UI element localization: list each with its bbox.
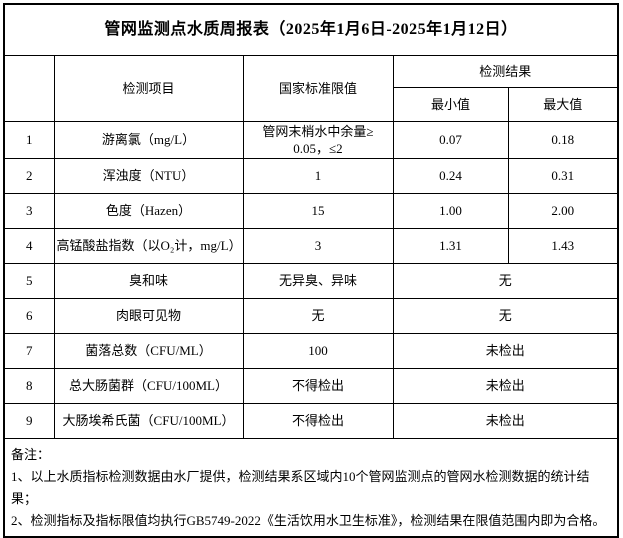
item-name: 臭和味 [53, 262, 244, 299]
row-index: 9 [3, 402, 55, 439]
result-value: 未检出 [392, 332, 619, 369]
standard-limit: 15 [242, 192, 394, 229]
result-value: 未检出 [392, 402, 619, 439]
result-value: 无 [392, 297, 619, 334]
header-row-sub: 最小值 最大值 [4, 86, 619, 122]
table-row: 8 总大肠菌群（CFU/100ML） 不得检出 未检出 [3, 367, 619, 404]
min-value: 1.31 [392, 227, 509, 264]
row-index: 3 [3, 192, 55, 229]
item-name: 游离氯（mg/L） [53, 120, 244, 159]
header-min: 最小值 [392, 86, 509, 122]
table-row: 3 色度（Hazen） 15 1.00 2.00 [3, 192, 619, 229]
report-title: 管网监测点水质周报表（2025年1月6日-2025年1月12日） [3, 3, 619, 56]
header-item: 检测项目 [53, 54, 244, 122]
row-index: 8 [3, 367, 55, 404]
max-value: 2.00 [507, 192, 619, 229]
standard-limit: 不得检出 [242, 402, 394, 439]
title-row: 管网监测点水质周报表（2025年1月6日-2025年1月12日） [3, 3, 619, 56]
item-name: 肉眼可见物 [53, 297, 244, 334]
standard-limit: 100 [242, 332, 394, 369]
header-standard: 国家标准限值 [242, 54, 394, 122]
row-index: 7 [3, 332, 55, 369]
table-row: 9 大肠埃希氏菌（CFU/100ML） 不得检出 未检出 [3, 402, 619, 439]
max-value: 0.31 [507, 157, 619, 194]
header-max: 最大值 [507, 86, 619, 122]
table-row: 7 菌落总数（CFU/ML） 100 未检出 [3, 332, 619, 369]
table-row: 5 臭和味 无异臭、异味无 [3, 262, 619, 299]
item-name: 总大肠菌群（CFU/100ML） [53, 367, 244, 404]
item-name: 色度（Hazen） [53, 192, 244, 229]
item-name: 菌落总数（CFU/ML） [53, 332, 244, 369]
item-name: 大肠埃希氏菌（CFU/100ML） [53, 402, 244, 439]
standard-limit: 管网末梢水中余量≥ 0.05，≤2 [242, 120, 394, 159]
min-value: 1.00 [392, 192, 509, 229]
standard-limit: 无异臭、异味 [242, 262, 394, 299]
header-index [3, 54, 55, 122]
table-row: 4 高锰酸盐指数（以O₂计，mg/L） 3 1.31 1.43 [3, 227, 619, 264]
note-item-1: 1、以上水质指标检测数据由水厂提供，检测结果系区域内10个管网监测点的管网水检测… [11, 468, 590, 506]
standard-limit: 无 [242, 297, 394, 334]
standard-limit: 1 [242, 157, 394, 194]
notes-row: 备注： 1、以上水质指标检测数据由水厂提供，检测结果系区域内10个管网监测点的管… [3, 437, 619, 537]
notes-label: 备注： [11, 446, 51, 462]
row-index: 2 [3, 157, 55, 194]
row-index: 5 [3, 262, 55, 299]
table-row: 2 浑浊度（NTU） 1 0.24 0.31 [3, 157, 619, 194]
item-name: 高锰酸盐指数（以O₂计，mg/L） [53, 227, 244, 264]
max-value: 1.43 [507, 227, 619, 264]
standard-limit: 3 [242, 227, 394, 264]
standard-limit: 不得检出 [242, 367, 394, 404]
max-value: 0.18 [507, 120, 619, 159]
item-name: 浑浊度（NTU） [53, 157, 244, 194]
note-item-2: 2、检测指标及指标限值均执行GB5749-2022《生活饮用水卫生标准》，检测结… [11, 512, 606, 528]
row-index: 4 [3, 227, 55, 264]
min-value: 0.24 [392, 157, 509, 194]
min-value: 0.07 [392, 120, 509, 159]
result-value: 无 [392, 262, 619, 299]
row-index: 6 [3, 297, 55, 334]
result-value: 未检出 [392, 367, 619, 404]
table-row: 6 肉眼可见物无无 [3, 297, 619, 334]
table-row: 1 游离氯（mg/L） 管网末梢水中余量≥ 0.05，≤2 0.07 0.18 [3, 120, 619, 159]
header-row-group: 检测项目 国家标准限值 检测结果 [3, 54, 619, 122]
notes-cell: 备注： 1、以上水质指标检测数据由水厂提供，检测结果系区域内10个管网监测点的管… [3, 437, 619, 537]
header-result-group: 检测结果 [392, 54, 619, 88]
row-index: 1 [3, 120, 55, 159]
water-quality-report-table: 管网监测点水质周报表（2025年1月6日-2025年1月12日） 检测项目 国家… [3, 3, 620, 538]
